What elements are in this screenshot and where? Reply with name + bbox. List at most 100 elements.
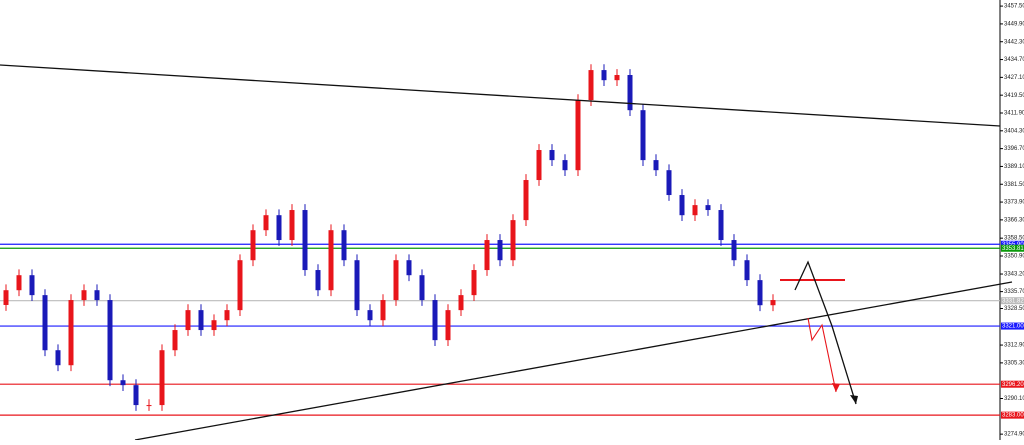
- candle-body: [471, 270, 477, 296]
- y-tick-label: 3434.70: [1004, 57, 1024, 63]
- candle-body: [133, 385, 139, 406]
- plot-area: [0, 64, 1000, 416]
- candle-body: [315, 270, 321, 291]
- candle-body: [302, 210, 308, 271]
- level-label: 3331.82: [1002, 298, 1024, 304]
- candle-body: [211, 320, 217, 331]
- candle-body: [380, 300, 386, 321]
- y-tick-label: 3305.30: [1004, 360, 1024, 366]
- candle-body: [406, 260, 412, 276]
- candle-body: [341, 230, 347, 261]
- trend-line: [0, 64, 1001, 127]
- level-label-box: [1001, 411, 1024, 419]
- candle-body: [757, 280, 763, 306]
- forecast-path: [807, 317, 837, 393]
- level-label-box: [1001, 380, 1024, 388]
- candle-body: [536, 150, 542, 181]
- candle-body: [510, 220, 516, 261]
- y-tick-label: 3404.30: [1004, 128, 1024, 134]
- candle-body: [588, 70, 594, 101]
- candle-body: [237, 260, 243, 311]
- y-tick-label: 3457.50: [1004, 4, 1024, 10]
- level-label: 3296.20: [1002, 382, 1024, 388]
- candle-body: [146, 405, 152, 407]
- candle-body: [523, 180, 529, 221]
- candle-body: [107, 300, 113, 381]
- y-tick-label: 3396.70: [1004, 146, 1024, 152]
- candle-body: [55, 350, 61, 366]
- arrow-head: [850, 395, 858, 404]
- y-tick-label: 3335.70: [1004, 289, 1024, 295]
- candle-body: [731, 240, 737, 261]
- candle-body: [289, 210, 295, 241]
- candle-body: [458, 295, 464, 311]
- candle-body: [705, 205, 711, 211]
- candle-body: [419, 275, 425, 301]
- candle-body: [29, 275, 35, 296]
- candle-body: [81, 290, 87, 301]
- candle-body: [497, 240, 503, 261]
- candle-body: [393, 260, 399, 301]
- level-label-box: [1001, 297, 1024, 305]
- candle-body: [276, 215, 282, 241]
- y-tick-label: 3449.90: [1004, 21, 1024, 27]
- candle-body: [198, 310, 204, 331]
- candle-body: [744, 260, 750, 281]
- trend-line: [134, 281, 1013, 441]
- level-label-box: [1001, 244, 1024, 252]
- candle-body: [185, 310, 191, 331]
- forecast-path: [794, 260, 857, 405]
- candle-body: [120, 380, 126, 386]
- candle-body: [250, 230, 256, 261]
- candle-body: [445, 310, 451, 341]
- y-tick-label: 3442.30: [1004, 39, 1024, 45]
- candle-body: [484, 240, 490, 271]
- candle-body: [328, 230, 334, 291]
- candle-body: [562, 160, 568, 171]
- level-label: 3283.00: [1002, 413, 1024, 419]
- level-label-box: [1001, 240, 1024, 248]
- candle-body: [367, 310, 373, 321]
- candle-body: [627, 75, 633, 111]
- level-label: 3321.00: [1002, 324, 1024, 330]
- y-tick-label: 3312.90: [1004, 343, 1024, 349]
- y-tick-label: 3373.90: [1004, 200, 1024, 206]
- y-tick-label: 3328.50: [1004, 306, 1024, 312]
- y-tick-label: 3343.20: [1004, 272, 1024, 278]
- y-tick-label: 3427.10: [1004, 75, 1024, 81]
- y-tick-label: 3350.90: [1004, 254, 1024, 260]
- candle-body: [224, 310, 230, 321]
- candle-body: [354, 260, 360, 311]
- candle-body: [42, 295, 48, 351]
- candle-body: [653, 160, 659, 171]
- y-tick-label: 3411.90: [1004, 111, 1024, 117]
- candle-body: [575, 100, 581, 171]
- y-tick-label: 3290.10: [1004, 396, 1024, 402]
- candle-body: [16, 275, 22, 291]
- candle-body: [68, 300, 74, 366]
- candle-body: [718, 210, 724, 241]
- y-tick-label: 3389.10: [1004, 164, 1024, 170]
- y-tick-label: 3419.50: [1004, 93, 1024, 99]
- candle-body: [159, 350, 165, 406]
- candle-body: [172, 330, 178, 351]
- candle-body: [601, 70, 607, 81]
- y-tick-label: 3366.30: [1004, 217, 1024, 223]
- candle-body: [263, 215, 269, 231]
- candle-body: [679, 195, 685, 216]
- level-label: 3353.81: [1002, 246, 1024, 252]
- candle-body: [692, 205, 698, 216]
- candle-body: [640, 110, 646, 161]
- candle-body: [3, 290, 9, 305]
- y-tick-label: 3381.50: [1004, 182, 1024, 188]
- arrow-head: [832, 383, 840, 392]
- candle-body: [770, 300, 776, 306]
- candle-body: [614, 75, 620, 81]
- y-tick-label: 3358.50: [1004, 236, 1024, 242]
- level-label-box: [1001, 322, 1024, 330]
- candle-body: [666, 170, 672, 196]
- y-tick-label: 3274.90: [1004, 432, 1024, 438]
- candle-body: [94, 290, 100, 301]
